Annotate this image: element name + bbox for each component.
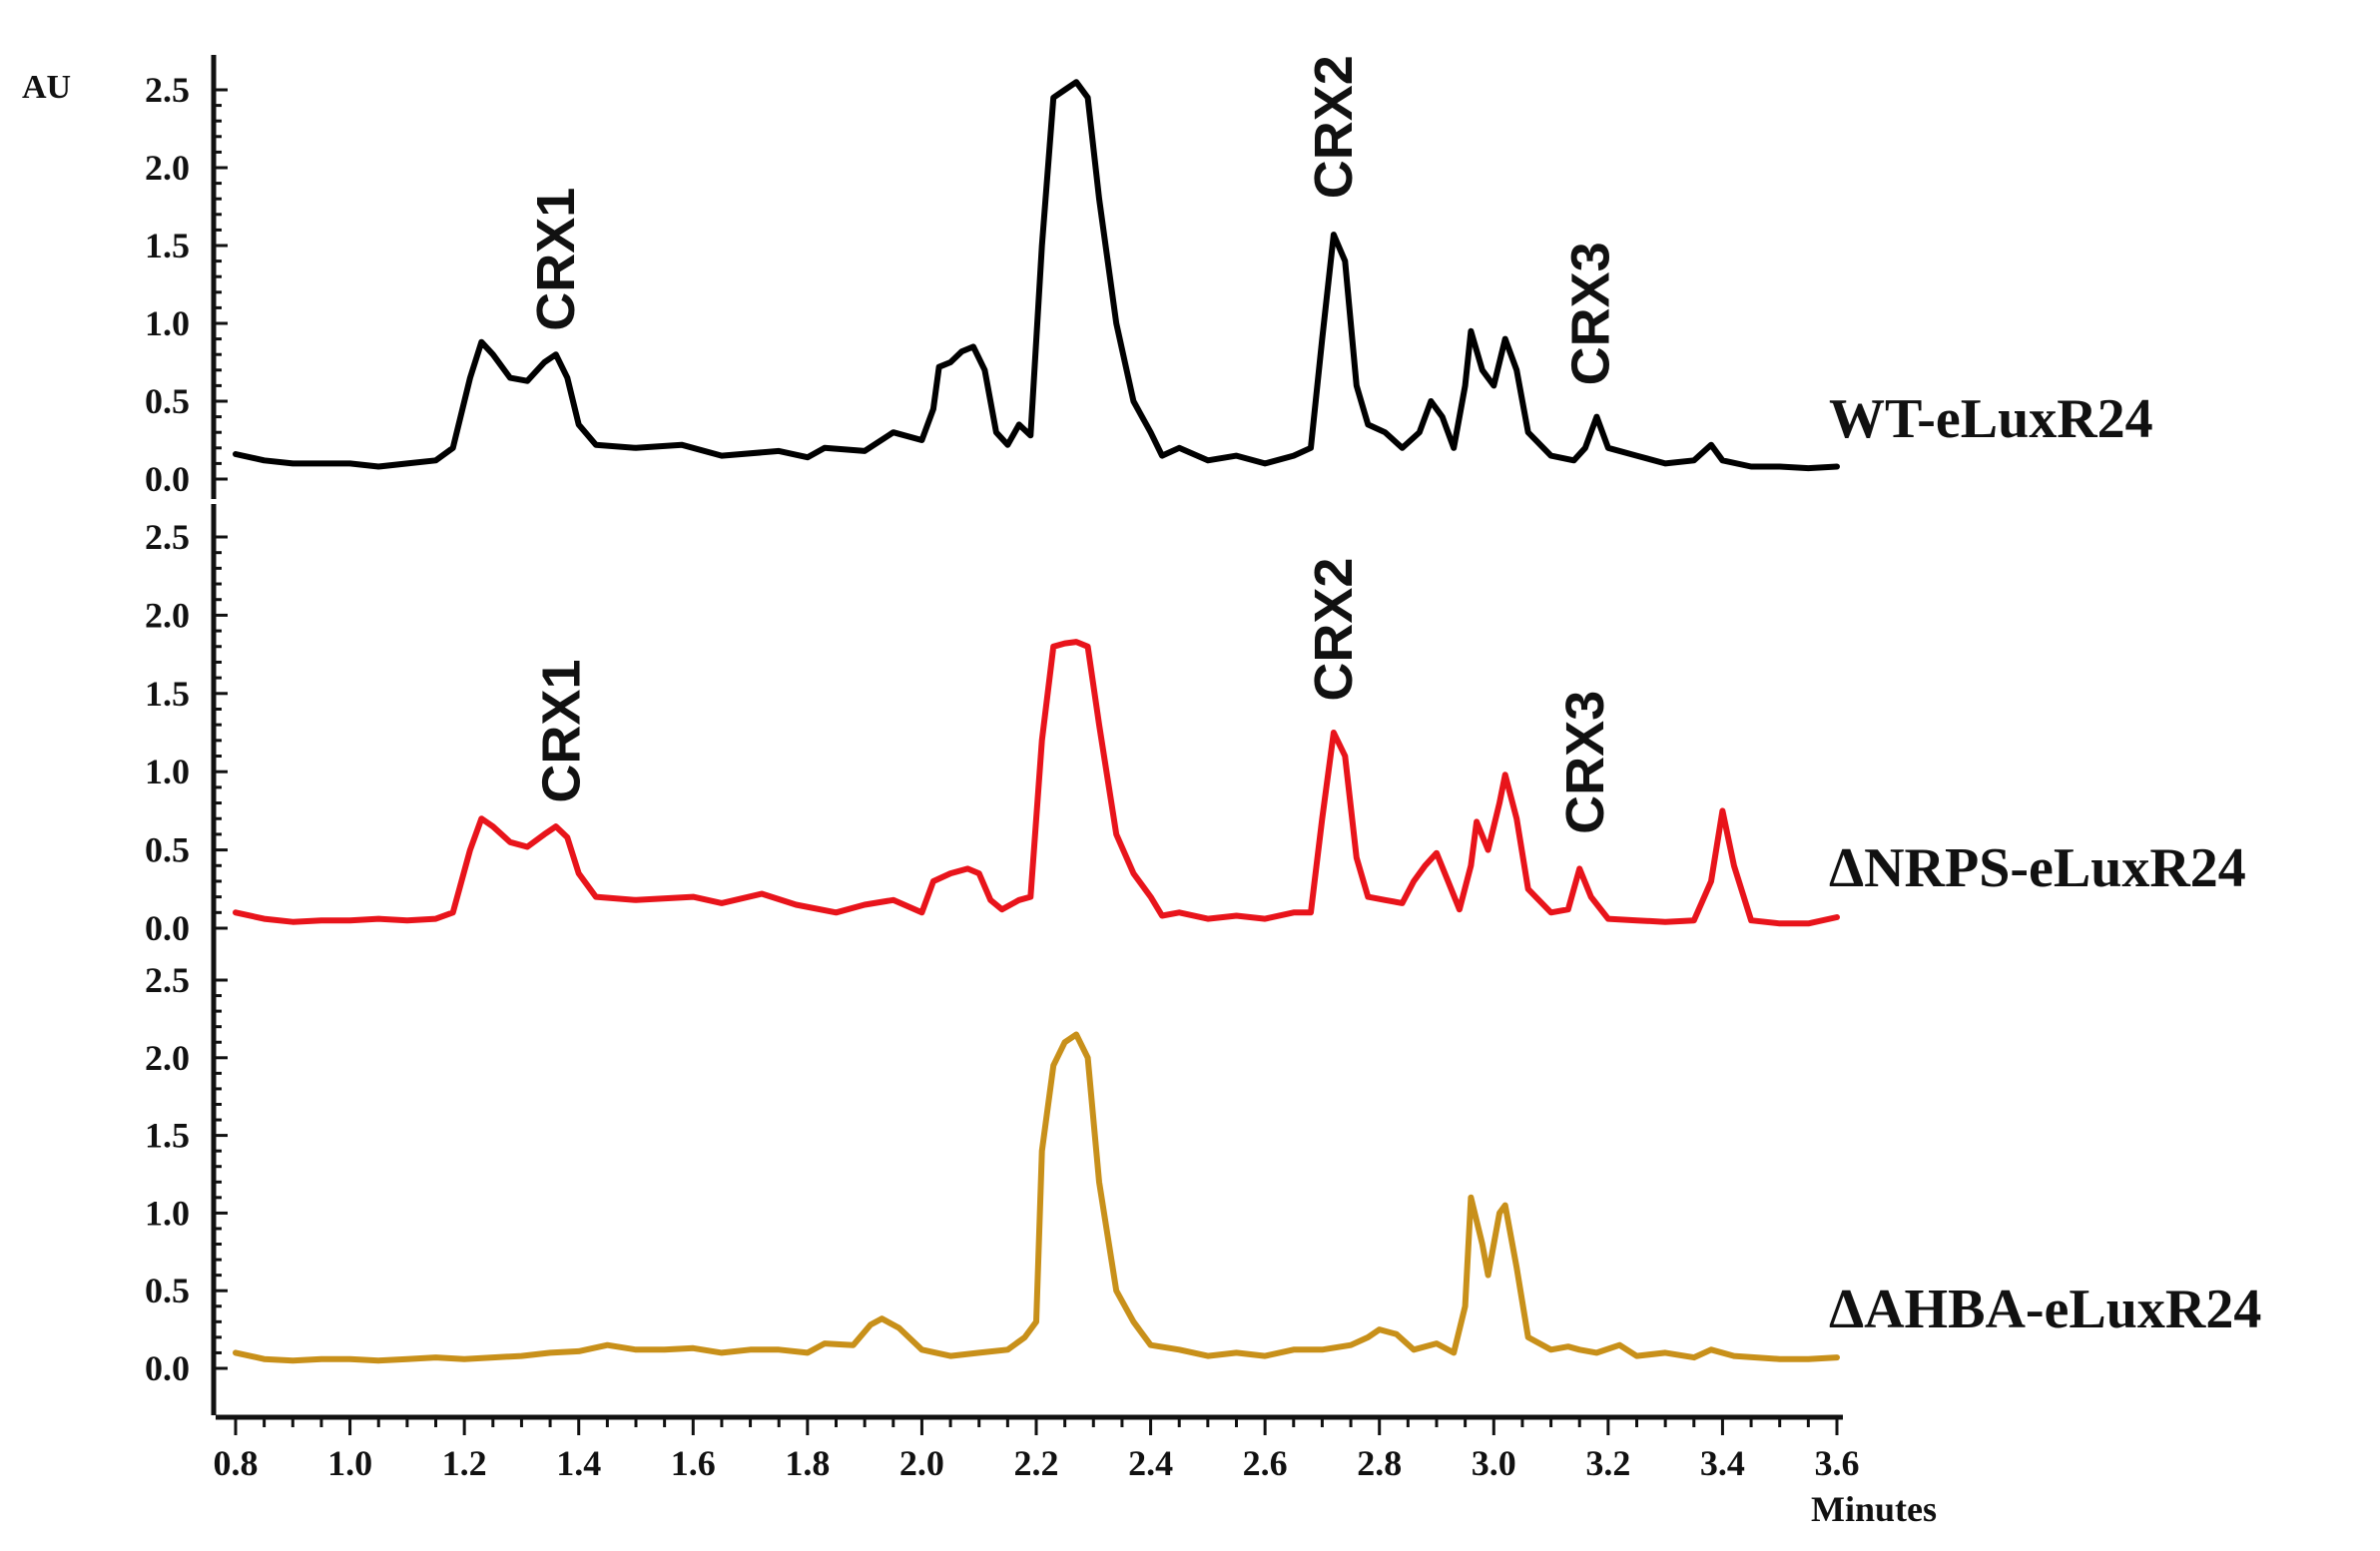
y-tick-label: 1.0	[145, 303, 190, 343]
x-tick-label: 0.8	[214, 1443, 259, 1483]
y-tick-label: 0.5	[145, 830, 190, 870]
peak-label-crx3: CRX3	[1555, 691, 1615, 834]
y-tick-label: 2.0	[145, 595, 190, 635]
y-tick-label: 0.0	[145, 459, 190, 499]
trace-3	[233, 1031, 1840, 1364]
panel-3: 0.0 0.5 1.0 1.5 2.0 2.5 ΔAHBA-eLuxR24	[145, 948, 2261, 1415]
y-tick-label: 2.0	[145, 1038, 190, 1078]
y-tick-label: 1.5	[145, 1116, 190, 1156]
y-tick-label: 0.0	[145, 1348, 190, 1388]
x-axis: 0.8 1.0 1.2 1.4 1.6 1.8 2.0 2.2 2.4 2.6 2.8 3.0 3.2 3…	[214, 1414, 1860, 1483]
x-tick-label: 2.6	[1243, 1443, 1288, 1483]
series-label: ΔNRPS-eLuxR24	[1829, 837, 2246, 899]
y-tick-label: 0.5	[145, 381, 190, 421]
y-tick-label: 2.0	[145, 148, 190, 188]
panels-group: 0.0 0.5 1.0 1.5 2.0 2.5 WT-eLuxR24 CRX1 CRX2 CRX3…	[145, 55, 2261, 1415]
y-tick-label: 0.0	[145, 908, 190, 948]
y-tick-label: 1.5	[145, 226, 190, 265]
peak-label-crx3: CRX3	[1561, 242, 1621, 385]
series-label: ΔAHBA-eLuxR24	[1829, 1279, 2261, 1340]
x-tick-label: 2.8	[1357, 1443, 1402, 1483]
x-tick-label: 2.2	[1014, 1443, 1059, 1483]
peak-label-crx1: CRX1	[526, 188, 586, 331]
panel-2: 0.0 0.5 1.0 1.5 2.0 2.5 ΔNRPS-eLuxR24 CRX1 CRX2 C…	[145, 504, 2246, 948]
x-tick-label: 3.0	[1472, 1443, 1516, 1483]
y-tick-label: 1.0	[145, 752, 190, 791]
peak-label-crx2: CRX2	[1304, 558, 1364, 702]
x-tick-label: 3.4	[1700, 1443, 1745, 1483]
series-label: WT-eLuxR24	[1829, 388, 2153, 450]
x-tick-label: 2.4	[1128, 1443, 1173, 1483]
y-tick-label: 2.5	[145, 960, 190, 1000]
x-tick-label: 1.4	[556, 1443, 601, 1483]
x-tick-label: 1.0	[327, 1443, 372, 1483]
y-tick-label: 0.5	[145, 1271, 190, 1310]
y-tick-label: 1.5	[145, 674, 190, 714]
x-tick-label: 3.6	[1815, 1443, 1860, 1483]
x-tick-label: 1.8	[785, 1443, 830, 1483]
x-tick-label: 3.2	[1585, 1443, 1630, 1483]
y-tick-label: 2.5	[145, 70, 190, 110]
x-tick-label: 1.6	[671, 1443, 716, 1483]
peak-label-crx2: CRX2	[1304, 55, 1364, 199]
y-axis-title: AU	[22, 69, 71, 106]
y-tick-label: 2.5	[145, 517, 190, 557]
x-tick-label: 1.2	[442, 1443, 487, 1483]
x-axis-title: Minutes	[1811, 1489, 1937, 1529]
x-tick-label: 2.0	[899, 1443, 944, 1483]
y-tick-label: 1.0	[145, 1193, 190, 1233]
trace-1	[233, 79, 1840, 472]
panel-1: 0.0 0.5 1.0 1.5 2.0 2.5 WT-eLuxR24 CRX1 CRX2 CRX3	[145, 55, 2153, 499]
trace-2	[233, 639, 1840, 927]
peak-label-crx1: CRX1	[532, 660, 592, 803]
